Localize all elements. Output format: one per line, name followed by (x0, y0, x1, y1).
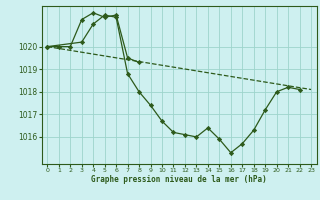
X-axis label: Graphe pression niveau de la mer (hPa): Graphe pression niveau de la mer (hPa) (91, 175, 267, 184)
